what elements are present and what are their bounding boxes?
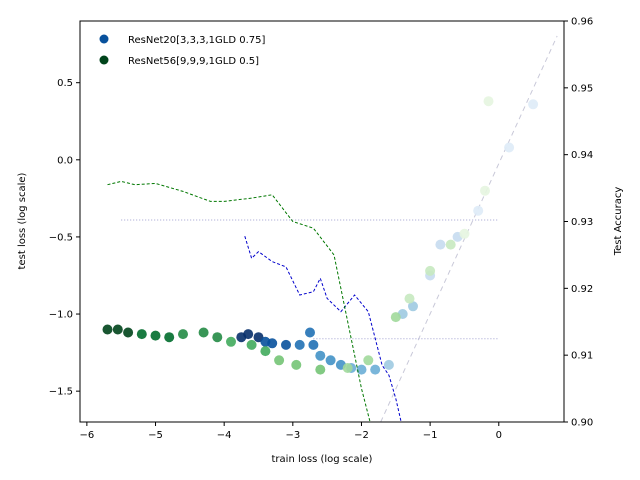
y-axis-ticks: −1.5 −1.0 −0.5 0.0 0.5 xyxy=(49,78,80,398)
scatter-point-series-1 xyxy=(408,301,418,312)
x-tick-label: −6 xyxy=(79,430,94,441)
scatter-point-series-2 xyxy=(112,324,123,335)
scatter-point-series-1 xyxy=(243,329,254,340)
scatter-point-series-2 xyxy=(102,324,113,335)
legend-marker-resnet20 xyxy=(99,34,109,44)
y2-tick-label: 0.90 xyxy=(571,418,593,429)
y2-tick-label: 0.92 xyxy=(571,284,593,295)
scatter-point-series-2 xyxy=(459,228,470,239)
y-tick-label: −0.5 xyxy=(49,232,73,243)
y-tick-label: −1.5 xyxy=(49,387,73,398)
legend: ResNet20[3,3,3,1GLD 0.75] ResNet56[9,9,9… xyxy=(99,34,265,67)
legend-marker-resnet56 xyxy=(99,55,109,65)
scatter-point-series-2 xyxy=(390,312,401,323)
scatter-point-series-2 xyxy=(425,265,436,276)
scatter-point-series-1 xyxy=(504,142,515,153)
scatter-point-series-1 xyxy=(267,338,278,349)
scatter-point-series-2 xyxy=(260,346,271,357)
y2-tick-label: 0.91 xyxy=(571,351,593,362)
accuracy-trace-series-1 xyxy=(244,236,402,422)
y-tick-label: 0.5 xyxy=(57,78,73,89)
y2-tick-label: 0.94 xyxy=(571,150,593,161)
scatter-point-series-2 xyxy=(480,185,490,196)
scatter-point-series-2 xyxy=(136,329,147,340)
scatter-point-series-1 xyxy=(305,327,315,338)
scatter-point-series-2 xyxy=(178,329,188,340)
diagonal-reference-line xyxy=(380,35,558,422)
scatter-point-series-2 xyxy=(274,355,285,366)
scatter-point-series-1 xyxy=(325,355,336,366)
scatter-point-series-2 xyxy=(404,293,415,304)
scatter-point-series-1 xyxy=(528,99,539,110)
scatter-point-series-2 xyxy=(483,96,494,107)
scatter-point-series-1 xyxy=(435,239,446,250)
scatter-point-series-2 xyxy=(363,355,374,366)
y2-axis-label: Test Accuracy xyxy=(613,187,624,257)
x-axis-label: train loss (log scale) xyxy=(272,454,373,465)
y2-tick-label: 0.96 xyxy=(571,17,593,28)
scatter-point-series-1 xyxy=(370,364,381,375)
scatter-point-series-1 xyxy=(473,205,484,216)
scatter-point-series-2 xyxy=(445,239,456,250)
x-tick-label: 0 xyxy=(496,430,502,441)
scatter-point-series-1 xyxy=(281,339,291,350)
x-tick-label: −2 xyxy=(354,430,369,441)
y2-tick-label: 0.93 xyxy=(571,217,593,228)
y-axis-label: test loss (log scale) xyxy=(17,172,28,269)
accuracy-trace-series-2 xyxy=(107,180,371,422)
x-tick-label: −3 xyxy=(285,430,300,441)
scatter-point-series-2 xyxy=(212,332,223,343)
y2-axis-ticks: 0.90 0.91 0.92 0.93 0.94 0.95 0.96 xyxy=(564,17,593,429)
scatter-point-series-2 xyxy=(315,364,326,375)
y2-tick-label: 0.95 xyxy=(571,83,593,94)
legend-label-resnet56: ResNet56[9,9,9,1GLD 0.5] xyxy=(128,56,259,67)
scatter-point-series-1 xyxy=(383,359,394,370)
y-tick-label: 0.0 xyxy=(57,155,73,166)
x-tick-label: −4 xyxy=(217,430,232,441)
scatter-point-series-2 xyxy=(291,359,302,370)
plot-frame xyxy=(79,20,565,423)
scatter-point-series-2 xyxy=(164,332,175,343)
legend-label-resnet20: ResNet20[3,3,3,1GLD 0.75] xyxy=(128,35,265,46)
scatter-point-series-1 xyxy=(356,364,367,375)
scatter-point-series-1 xyxy=(308,339,319,350)
y-tick-label: −1.0 xyxy=(49,310,73,321)
scatter-point-series-2 xyxy=(150,330,161,341)
scatter-point-series-2 xyxy=(123,327,134,338)
plot-marks xyxy=(102,35,558,422)
scatter-point-series-1 xyxy=(315,350,326,361)
x-axis-ticks: −6 −5 −4 −3 −2 −1 0 xyxy=(79,422,502,441)
scatter-point-series-2 xyxy=(246,339,257,350)
x-tick-label: −5 xyxy=(148,430,163,441)
scatter-point-series-1 xyxy=(294,339,305,350)
scatter-point-series-2 xyxy=(342,363,353,373)
scatter-point-series-2 xyxy=(198,327,209,338)
x-tick-label: −1 xyxy=(423,430,438,441)
scatter-point-series-2 xyxy=(226,336,236,347)
